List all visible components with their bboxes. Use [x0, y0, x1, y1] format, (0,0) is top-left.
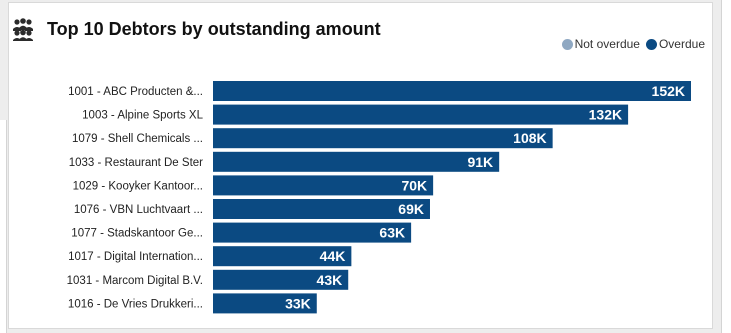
legend-label-not-overdue: Not overdue — [574, 37, 640, 51]
category-label: 1077 - Stadskantoor Ge... — [71, 228, 203, 240]
category-label: 1001 - ABC Producten &... — [68, 86, 203, 98]
category-label: 1016 - De Vries Drukkeri... — [68, 298, 203, 310]
legend-item-not-overdue[interactable]: Not overdue — [561, 37, 640, 51]
bar-overdue[interactable] — [213, 246, 352, 267]
bar-overdue[interactable] — [213, 175, 434, 196]
bar-data-label: 44K — [320, 248, 346, 264]
legend-label-overdue: Overdue — [658, 37, 705, 51]
bar-data-label: 69K — [398, 201, 424, 217]
legend-item-overdue[interactable]: Overdue — [645, 37, 705, 51]
bar-data-label: 70K — [401, 177, 427, 193]
bar-overdue[interactable] — [213, 222, 412, 243]
legend-swatch-not-overdue — [561, 38, 573, 50]
bar-data-label: 152K — [652, 83, 685, 99]
bar-overdue[interactable] — [213, 293, 317, 314]
bar-overdue[interactable] — [213, 199, 430, 219]
bar-data-label: 43K — [317, 272, 343, 288]
bar-overdue[interactable] — [213, 81, 691, 101]
chart-legend: Not overdue Overdue — [556, 37, 705, 51]
category-label: 1003 - Alpine Sports XL — [82, 110, 203, 122]
bar-data-label: 91K — [467, 154, 493, 170]
right-panel-edge — [721, 0, 731, 333]
bar-data-label: 132K — [589, 107, 622, 123]
people-group-icon — [13, 18, 33, 41]
bar-data-label: 63K — [379, 225, 405, 241]
bar-overdue[interactable] — [213, 128, 553, 149]
legend-swatch-overdue — [645, 38, 657, 50]
category-label: 1076 - VBN Luchtvaart ... — [74, 204, 203, 216]
bar-data-label: 33K — [285, 295, 311, 311]
chart-header: Top 10 Debtors by outstanding amount — [10, 16, 381, 42]
category-label: 1029 - Kooyker Kantoor... — [73, 180, 203, 192]
bar-data-label: 108K — [513, 130, 546, 146]
bar-overdue[interactable] — [213, 269, 349, 290]
category-label: 1079 - Shell Chemicals ... — [72, 133, 203, 145]
chart-title: Top 10 Debtors by outstanding amount — [47, 18, 381, 39]
bar-overdue[interactable] — [213, 104, 629, 125]
left-panel-edge — [0, 120, 7, 333]
category-label: 1031 - Marcom Digital B.V. — [67, 275, 203, 287]
category-label: 1033 - Restaurant De Ster — [69, 157, 203, 169]
category-label: 1017 - Digital Internation... — [68, 251, 203, 263]
bar-overdue[interactable] — [213, 151, 500, 172]
